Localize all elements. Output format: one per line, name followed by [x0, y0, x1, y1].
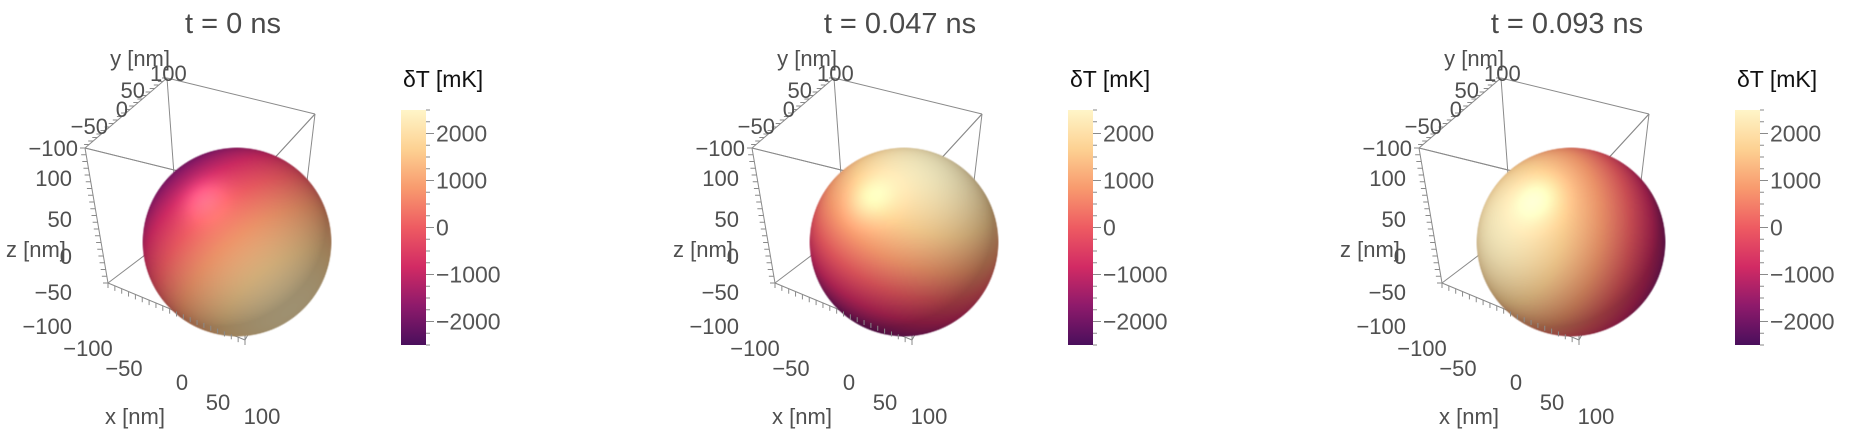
panel-title: t = 0 ns [185, 8, 281, 40]
colorbar-title: δT [mK] [1737, 66, 1817, 92]
z-tick-label: 50 [715, 207, 739, 232]
colorbar-tick-label: 1000 [436, 168, 487, 194]
y-tick-label: 50 [788, 78, 812, 103]
temperature-sphere [1476, 147, 1666, 337]
z-tick-label: 0 [60, 244, 72, 269]
colorbar: δT [mK] 2000 1000 0 −1000 −2000 [1735, 66, 1835, 346]
z-tick-label: −50 [702, 280, 739, 305]
x-tick-label: −50 [105, 356, 142, 381]
colorbar-title: δT [mK] [403, 66, 483, 92]
y-tick-label: 50 [1455, 78, 1479, 103]
y-tick-label: 50 [121, 78, 145, 103]
colorbar-tick-label: −2000 [1770, 309, 1835, 335]
y-tick-label: −50 [71, 114, 108, 139]
z-tick-label: −100 [1356, 314, 1406, 339]
x-tick-label: 50 [1540, 390, 1564, 415]
z-axis-label: z [nm] [1340, 237, 1400, 262]
x-tick-label: −100 [730, 336, 780, 361]
z-axis-label: z [nm] [673, 237, 733, 262]
colorbar-tick-label: −2000 [1103, 309, 1168, 335]
colorbar: δT [mK] 2000 1000 0 −1000 −2000 [1068, 66, 1168, 346]
z-tick-label: −100 [689, 314, 739, 339]
y-tick-label: −100 [28, 136, 78, 161]
z-tick-label: 100 [1369, 166, 1406, 191]
colorbar-tick-label: 0 [1770, 215, 1783, 241]
temperature-sphere [142, 147, 332, 337]
colorbar-title: δT [mK] [1070, 66, 1150, 92]
z-tick-label: 50 [48, 207, 72, 232]
box-edge [166, 77, 316, 115]
colorbar-tick-label: −1000 [1103, 262, 1168, 288]
x-tick-label: 50 [206, 390, 230, 415]
colorbar-tick-label: −1000 [1770, 262, 1835, 288]
x-axis-label: x [nm] [1439, 404, 1499, 429]
y-tick-label: −50 [738, 114, 775, 139]
y-axis-label: y [nm] [777, 46, 837, 71]
panel-title: t = 0.047 ns [824, 8, 976, 40]
z-axis-label: z [nm] [6, 237, 66, 262]
y-tick-label: 0 [116, 97, 128, 122]
z-tick-label: −100 [22, 314, 72, 339]
colorbar-tick-label: 0 [1103, 215, 1116, 241]
panel-title: t = 0.093 ns [1491, 8, 1643, 40]
colorbar-gradient [1068, 110, 1093, 345]
z-tick-label: −50 [1369, 280, 1406, 305]
box-edge [1500, 77, 1650, 115]
x-tick-label: −50 [1439, 356, 1476, 381]
y-axis-label: y [nm] [1444, 46, 1504, 71]
x-tick-label: −100 [1397, 336, 1447, 361]
y-tick-label: 100 [817, 61, 854, 86]
z-tick-label: 0 [727, 244, 739, 269]
x-axis-label: x [nm] [105, 404, 165, 429]
y-tick-label: 0 [783, 97, 795, 122]
colorbar-tick-label: 0 [436, 215, 449, 241]
y-tick-label: −100 [695, 136, 745, 161]
colorbar-tick-label: 2000 [1103, 121, 1154, 147]
y-tick-label: −50 [1405, 114, 1442, 139]
colorbar: δT [mK] 2000 1000 0 −1000 −2000 [401, 66, 501, 346]
colorbar-tick-label: 1000 [1103, 168, 1154, 194]
x-tick-label: 0 [1510, 370, 1522, 395]
x-tick-label: 100 [1578, 404, 1615, 429]
z-tick-label: 0 [1394, 244, 1406, 269]
x-tick-label: 0 [843, 370, 855, 395]
x-tick-label: 100 [911, 404, 948, 429]
box-edge [833, 77, 983, 115]
colorbar-gradient [401, 110, 426, 345]
x-axis-label: x [nm] [772, 404, 832, 429]
z-tick-label: −50 [35, 280, 72, 305]
z-tick-label: 100 [702, 166, 739, 191]
y-tick-label: 100 [1484, 61, 1521, 86]
x-tick-label: 0 [176, 370, 188, 395]
y-axis-label: y [nm] [110, 46, 170, 71]
x-tick-label: −50 [772, 356, 809, 381]
z-tick-label: 100 [35, 166, 72, 191]
y-tick-label: 0 [1450, 97, 1462, 122]
colorbar-tick-label: −2000 [436, 309, 501, 335]
colorbar-tick-label: 2000 [1770, 121, 1821, 147]
z-tick-label: 50 [1382, 207, 1406, 232]
x-tick-label: −100 [63, 336, 113, 361]
x-tick-label: 50 [873, 390, 897, 415]
colorbar-tick-label: −1000 [436, 262, 501, 288]
x-tick-label: 100 [244, 404, 281, 429]
y-tick-label: −100 [1362, 136, 1412, 161]
colorbar-gradient [1735, 110, 1760, 345]
temperature-sphere [809, 147, 999, 337]
y-tick-label: 100 [150, 61, 187, 86]
colorbar-tick-label: 2000 [436, 121, 487, 147]
colorbar-tick-label: 1000 [1770, 168, 1821, 194]
